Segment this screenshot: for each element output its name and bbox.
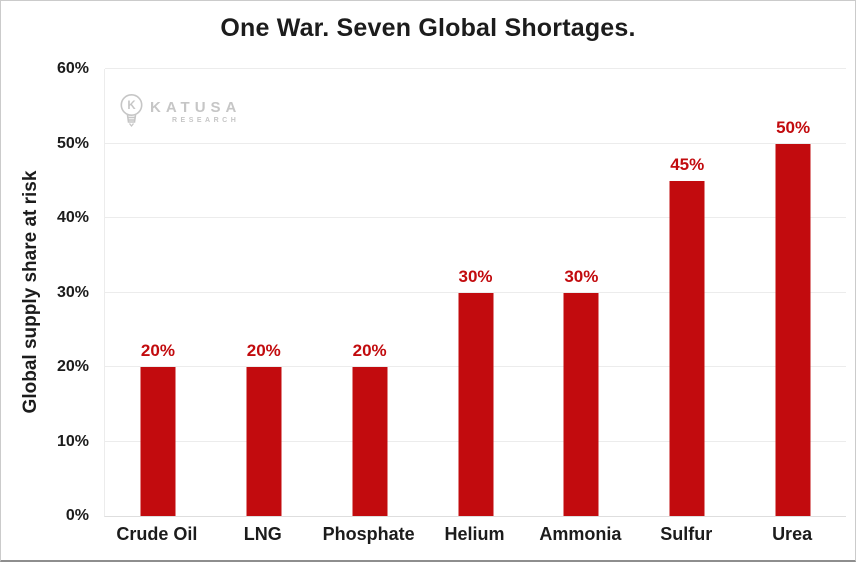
x-tick-label: Crude Oil (116, 524, 198, 544)
y-tick-label: 30% (56, 283, 89, 301)
y-tick-label: 20% (56, 358, 89, 376)
bar-column: 30% (423, 69, 529, 516)
bar-value-label: 20% (352, 341, 387, 361)
bar-phosphate (352, 367, 388, 516)
bar-crude-oil (140, 367, 176, 516)
y-tick-label: 10% (56, 432, 89, 450)
x-tick-label: LNG (243, 524, 282, 544)
bar-value-label: 20% (246, 341, 281, 361)
y-tick-label: 50% (56, 134, 89, 152)
gridline (105, 68, 846, 69)
logo-name: KATUSA (150, 98, 242, 116)
logo-subtext: RESEARCH (172, 116, 240, 124)
y-axis-ticks: 0% 10% 20% 30% 40% 50% 60% (1, 61, 89, 524)
bar-value-label: 50% (776, 117, 811, 137)
y-tick-label: 0% (65, 507, 89, 524)
lightbulb-icon: K (120, 94, 143, 128)
bar-value-label: 30% (564, 266, 599, 286)
bar-column: 20% (105, 69, 211, 516)
x-tick-label: Sulfur (660, 524, 713, 544)
bar-ammonia (563, 292, 599, 516)
bar-urea (775, 143, 811, 516)
bar-column: 30% (528, 69, 634, 516)
x-tick-label: Helium (444, 524, 505, 544)
bar-column: 20% (317, 69, 423, 516)
y-tick-label: 40% (56, 209, 89, 227)
y-tick-label: 60% (56, 60, 89, 77)
logo-text: KATUSA RESEARCH (150, 99, 241, 125)
x-axis-ticks: Crude Oil LNG Phosphate Helium Ammonia Sulfur… (104, 524, 845, 545)
bar-lng (246, 367, 282, 516)
gridline (105, 217, 846, 219)
bars-layer: 20% 20% 20% 30% 30% 45% 50% (105, 69, 846, 516)
bar-column: 50% (740, 69, 846, 516)
katusa-logo: K KATUSA RESEARCH (118, 92, 241, 132)
plot-area: K KATUSA RESEARCH 20% 20% 20% 30% 30% 45% 50% (104, 68, 846, 517)
bar-sulfur (669, 180, 705, 516)
x-tick-label: Phosphate (322, 524, 415, 544)
chart-title: One War. Seven Global Shortages. (220, 14, 636, 42)
bar-column: 45% (634, 69, 740, 516)
x-tick-label: Ammonia (539, 524, 622, 544)
bar-value-label: 30% (458, 266, 493, 286)
gridline (105, 291, 846, 293)
bar-value-label: 20% (140, 341, 175, 361)
bar-value-label: 45% (670, 154, 705, 174)
x-tick-label: Urea (772, 524, 813, 544)
bar-helium (458, 292, 493, 516)
bar-column: 20% (211, 69, 317, 516)
svg-text:K: K (127, 100, 136, 112)
gridline (105, 142, 846, 144)
